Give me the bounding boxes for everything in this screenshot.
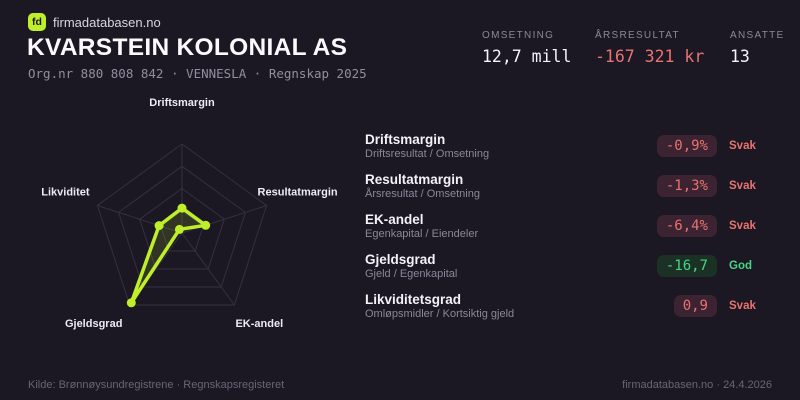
company-name-title: KVARSTEIN KOLONIAL AS <box>27 34 348 61</box>
metric-formula: Omløpsmidler / Kortsiktig gjeld <box>365 307 515 320</box>
radar-data-point <box>154 221 164 231</box>
metric-value-cell: 0,9 <box>645 295 717 317</box>
metric-text: EK-andel Egenkapital / Eiendeler <box>365 212 645 241</box>
metric-status-label: Svak <box>729 180 756 192</box>
metric-text: Resultatmargin Årsresultat / Omsetning <box>365 172 645 201</box>
brand-row: fd firmadatabasen.no <box>28 13 161 31</box>
radar-axis-label: EK-andel <box>235 318 283 330</box>
radar-data-polygon <box>129 206 208 305</box>
stat-label: OMSETNING <box>482 30 555 41</box>
radar-axis-label: Likviditet <box>41 186 90 198</box>
radar-axis-label: Resultatmargin <box>258 186 338 198</box>
footer-source: Kilde: Brønnøysundregistrene · Regnskaps… <box>28 379 285 391</box>
metric-row-gjeldsgrad: Gjeldsgrad Gjeld / Egenkapital -16,7 God <box>365 246 775 286</box>
metric-value-cell: -0,9% <box>645 135 717 157</box>
metrics-list: Driftsmargin Driftsresultat / Omsetning -0… <box>365 126 775 326</box>
metric-formula: Gjeld / Egenkapital <box>365 267 458 280</box>
metric-status-label: God <box>729 260 752 272</box>
stat-omsetning: OMSETNING 12,7 mill <box>482 30 595 66</box>
metric-formula: Egenkapital / Eiendeler <box>365 227 479 240</box>
metric-value-pill: -0,9% <box>656 135 717 157</box>
footer-site-date: firmadatabasen.no · 24.4.2026 <box>622 379 772 391</box>
company-subtitle: Org.nr 880 808 842 · VENNESLA · Regnskap… <box>28 66 367 81</box>
metric-text: Gjeldsgrad Gjeld / Egenkapital <box>365 252 645 281</box>
metric-value-pill: -1,3% <box>656 175 717 197</box>
stat-value: -167 321 kr <box>595 47 705 66</box>
firmadatabasen-logo-icon: fd <box>28 13 46 31</box>
metric-row-ek-andel: EK-andel Egenkapital / Eiendeler -6,4% Svak <box>365 206 775 246</box>
stat-value: 13 <box>730 47 750 66</box>
radar-grid-ring <box>96 143 268 306</box>
radar-axis-line <box>97 205 183 234</box>
metric-status-label: Svak <box>729 220 756 232</box>
metric-status-label: Svak <box>729 300 756 312</box>
metric-row-likviditetsgrad: Likviditetsgrad Omløpsmidler / Kortsiktig… <box>365 286 775 326</box>
stat-value: 12,7 mill <box>482 47 572 66</box>
metric-value-cell: -6,4% <box>645 215 717 237</box>
metric-title: Gjeldsgrad <box>365 251 436 267</box>
metric-status-label: Svak <box>729 140 756 152</box>
radar-axis-label: Gjeldsgrad <box>65 318 122 330</box>
metric-value-cell: -1,3% <box>645 175 717 197</box>
stat-ansatte: ANSATTE 13 <box>730 30 784 66</box>
metric-value-cell: -16,7 <box>645 255 717 277</box>
metric-title: Resultatmargin <box>365 171 464 187</box>
radar-axis-label: Driftsmargin <box>149 97 215 109</box>
brand-name: firmadatabasen.no <box>53 14 161 30</box>
metric-row-resultatmargin: Resultatmargin Årsresultat / Omsetning -1,… <box>365 166 775 206</box>
metric-row-driftsmargin: Driftsmargin Driftsresultat / Omsetning -0… <box>365 126 775 166</box>
metric-text: Likviditetsgrad Omløpsmidler / Kortsiktig… <box>365 292 645 321</box>
metric-text: Driftsmargin Driftsresultat / Omsetning <box>365 132 645 161</box>
radar-chart-svg: Driftsmargin Resultatmargin EK-andel Gjelds… <box>41 97 338 330</box>
radar-data-point <box>177 203 187 213</box>
metric-title: Driftsmargin <box>365 131 446 147</box>
metric-title: Likviditetsgrad <box>365 291 462 307</box>
radar-data-point <box>126 298 136 308</box>
metric-value-pill: 0,9 <box>673 295 717 317</box>
key-figures-row: OMSETNING 12,7 mill ÅRSRESULTAT -167 321 kr… <box>482 30 784 66</box>
stat-label: ÅRSRESULTAT <box>595 30 680 41</box>
radar-axis-line <box>181 232 235 306</box>
radar-data-point <box>174 224 184 234</box>
metric-value-pill: -6,4% <box>656 215 717 237</box>
stat-label: ANSATTE <box>730 30 785 41</box>
radar-grid-ring <box>139 187 225 270</box>
radar-data-point <box>201 220 211 230</box>
metric-title: EK-andel <box>365 211 424 227</box>
radar-grid-ring <box>117 165 247 288</box>
stat-årsresultat: ÅRSRESULTAT -167 321 kr <box>595 30 730 66</box>
metric-formula: Driftsresultat / Omsetning <box>365 147 490 160</box>
metric-value-pill: -16,7 <box>656 255 717 277</box>
metric-formula: Årsresultat / Omsetning <box>365 187 480 200</box>
radar-chart: Driftsmargin Resultatmargin EK-andel Gjelds… <box>0 85 360 355</box>
